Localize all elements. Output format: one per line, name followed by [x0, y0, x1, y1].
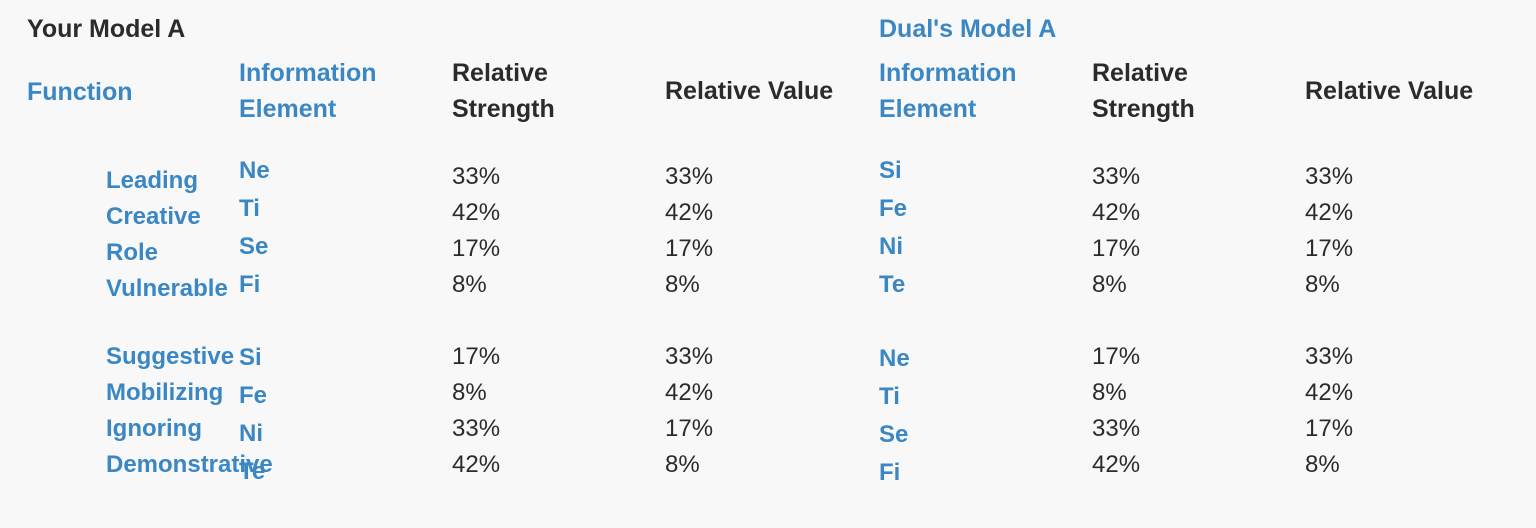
value-cell: 42%: [665, 379, 714, 406]
strength-value: 33%: [1092, 415, 1141, 442]
value-cell: 17%: [1305, 415, 1354, 442]
element-label: Ni: [239, 420, 263, 447]
value-cell: 33%: [1305, 343, 1354, 370]
value-cell: 42%: [1305, 379, 1354, 406]
function-label: Mobilizing: [106, 379, 224, 406]
element-label: Se: [879, 421, 909, 448]
strength-value: 8%: [452, 271, 487, 298]
strength-value: 42%: [452, 451, 501, 478]
dual-element-list-id: Ne Ti Se Fi: [879, 340, 910, 492]
dual-model-title: Dual's Model A: [879, 15, 1057, 43]
strength-value: 17%: [452, 235, 501, 262]
element-label: Fi: [879, 459, 901, 486]
value-cell: 17%: [665, 415, 714, 442]
element-label: Si: [239, 344, 262, 371]
element-label: Fe: [239, 382, 268, 409]
strength-value: 42%: [452, 199, 501, 226]
value-cell: 33%: [665, 163, 714, 190]
value-cell: 8%: [1305, 271, 1340, 298]
function-list-id: Suggestive Mobilizing Ignoring Demonstra…: [106, 339, 273, 483]
function-label: Role: [106, 239, 159, 266]
function-label: Suggestive: [106, 343, 235, 370]
dual-info-element-header: Information Element: [879, 59, 1017, 123]
value-list-id: 33% 42% 17% 8%: [665, 339, 713, 483]
dual-relative-strength-header: Relative Strength: [1092, 59, 1195, 123]
your-model-title: Your Model A: [27, 15, 186, 43]
function-label: Leading: [106, 167, 199, 194]
strength-value: 17%: [452, 343, 501, 370]
value-cell: 42%: [1305, 199, 1354, 226]
element-label: Fi: [239, 271, 261, 298]
strength-value: 17%: [1092, 235, 1141, 262]
strength-value: 42%: [1092, 451, 1141, 478]
value-cell: 42%: [665, 199, 714, 226]
strength-value: 42%: [1092, 199, 1141, 226]
function-label: Creative: [106, 203, 201, 230]
strength-value: 8%: [1092, 271, 1127, 298]
function-label: Ignoring: [106, 415, 202, 442]
function-label: Demonstrative: [106, 451, 273, 478]
strength-value: 8%: [1092, 379, 1127, 406]
dual-relative-value-header: Relative Value: [1305, 77, 1474, 105]
element-label: Ni: [879, 233, 903, 260]
value-cell: 8%: [665, 451, 700, 478]
value-cell: 17%: [665, 235, 714, 262]
element-label: Te: [879, 271, 906, 298]
strength-value: 33%: [452, 163, 501, 190]
element-label: Si: [879, 157, 902, 184]
function-list-ego: Leading Creative Role Vulnerable: [106, 163, 228, 307]
strength-value: 8%: [452, 379, 487, 406]
dual-value-list-id: 33% 42% 17% 8%: [1305, 339, 1353, 483]
value-cell: 33%: [665, 343, 714, 370]
element-list-ego: Ne Ti Se Fi: [239, 152, 270, 304]
value-cell: 8%: [665, 271, 700, 298]
value-cell: 17%: [1305, 235, 1354, 262]
dual-strength-list-id: 17% 8% 33% 42%: [1092, 339, 1140, 483]
element-label: Ti: [239, 195, 260, 222]
relative-value-header: Relative Value: [665, 77, 834, 105]
dual-element-list-ego: Si Fe Ni Te: [879, 152, 907, 304]
element-label: Te: [239, 458, 266, 485]
info-element-header: Information Element: [239, 59, 377, 123]
function-header: Function: [27, 78, 133, 106]
value-cell: 33%: [1305, 163, 1354, 190]
strength-value: 33%: [452, 415, 501, 442]
value-cell: 8%: [1305, 451, 1340, 478]
strength-value: 17%: [1092, 343, 1141, 370]
element-list-id: Si Fe Ni Te: [239, 339, 267, 491]
dual-value-list-ego: 33% 42% 17% 8%: [1305, 159, 1353, 303]
element-label: Ne: [239, 157, 270, 184]
value-list-ego: 33% 42% 17% 8%: [665, 159, 713, 303]
element-label: Fe: [879, 195, 908, 222]
strength-list-ego: 33% 42% 17% 8%: [452, 159, 500, 303]
dual-strength-list-ego: 33% 42% 17% 8%: [1092, 159, 1140, 303]
strength-list-id: 17% 8% 33% 42%: [452, 339, 500, 483]
element-label: Ne: [879, 345, 910, 372]
relative-strength-header: Relative Strength: [452, 59, 555, 123]
strength-value: 33%: [1092, 163, 1141, 190]
element-label: Se: [239, 233, 269, 260]
element-label: Ti: [879, 383, 900, 410]
function-label: Vulnerable: [106, 275, 228, 302]
